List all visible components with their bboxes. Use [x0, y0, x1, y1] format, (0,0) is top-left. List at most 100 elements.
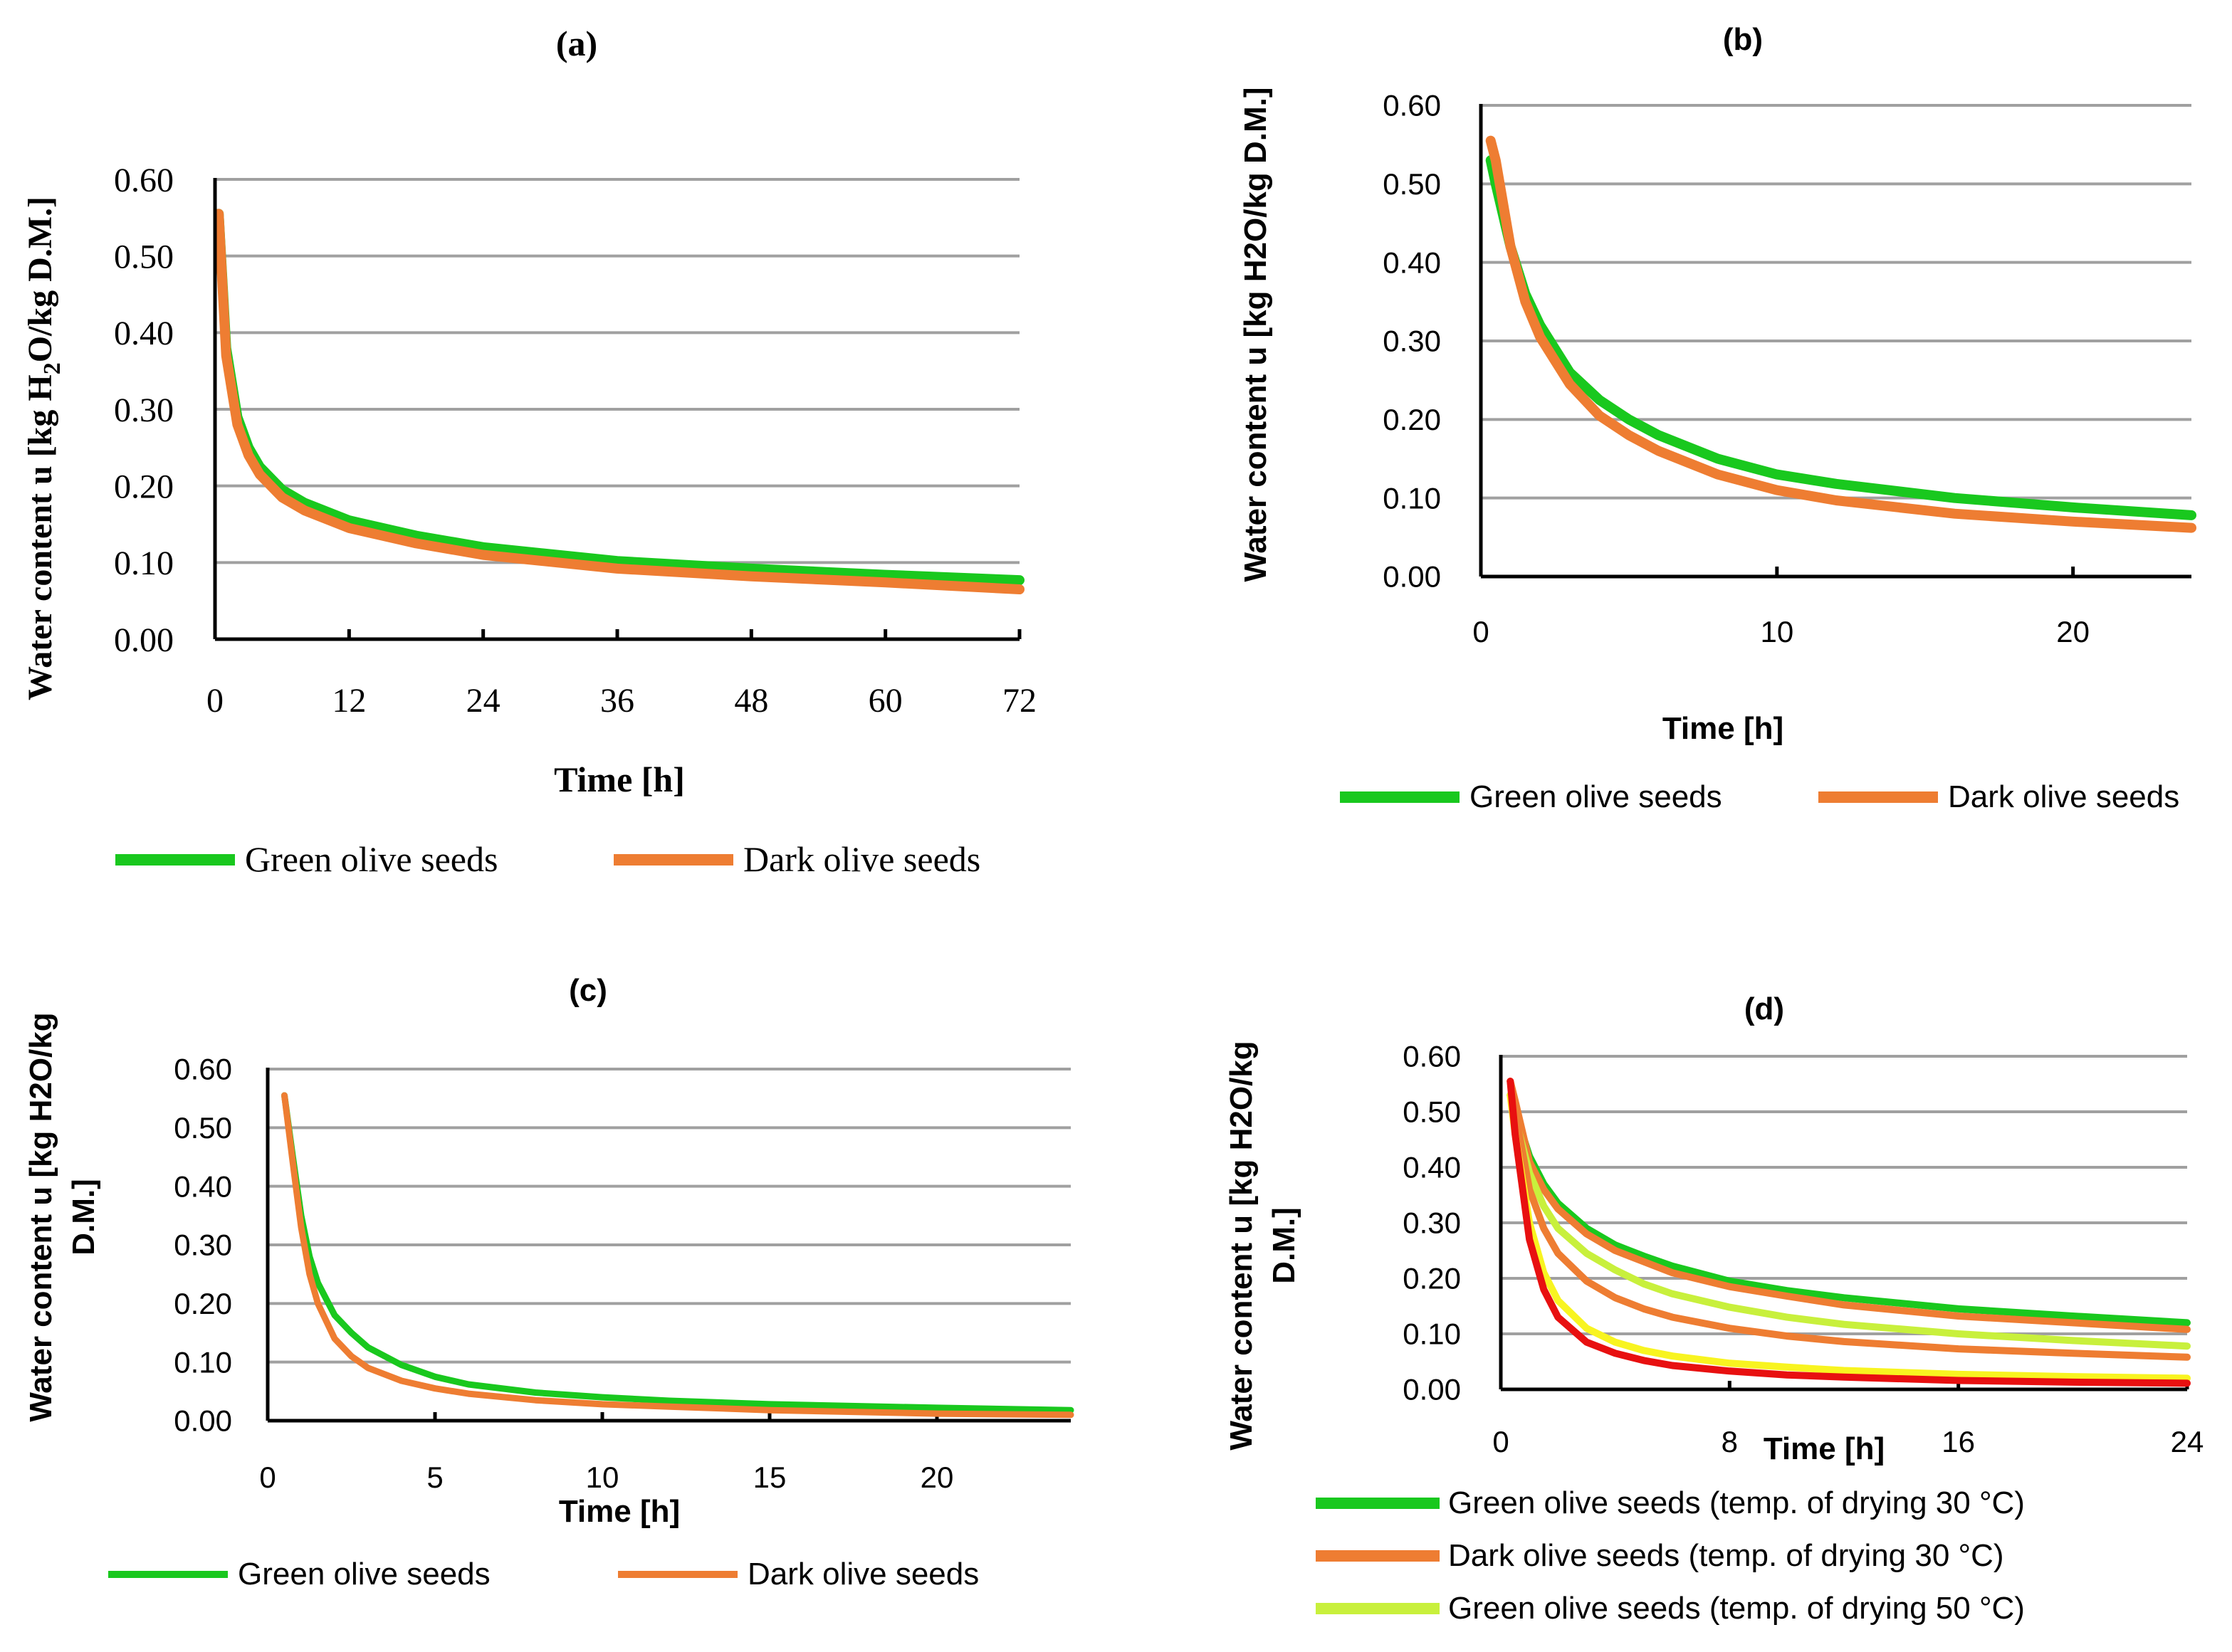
y-tick-label: 0.40 [1403, 1151, 1461, 1184]
panel-d-y-ticks: 0.00 0.10 0.20 0.30 0.40 0.50 0.60 [1403, 1040, 1461, 1406]
panel-a-title: (a) [556, 23, 597, 63]
x-tick-label: 10 [586, 1461, 619, 1494]
legend-label: Dark olive seeds [1948, 779, 2179, 814]
panel-b-legend: Green olive seeds Dark olive seeds [1340, 779, 2179, 814]
panel-b-x-axis-title: Time [h] [1662, 711, 1783, 746]
panel-c: (c) 0.00 0.10 0.20 0.30 0.40 0.50 0.60 0 5 10 15 2… [23, 973, 1074, 1592]
y-tick-label: 0.40 [174, 1169, 232, 1203]
y-tick-label: 0.60 [114, 162, 174, 199]
panel-d-gridlines [1501, 1055, 2187, 1335]
panel-d-x-axis-title: Time [h] [1764, 1431, 1885, 1466]
x-tick-label: 0 [1472, 615, 1489, 648]
y-tick-label: 0.30 [1403, 1206, 1461, 1240]
legend-label: Green olive seeds (temp. of drying 30 °C… [1448, 1485, 2025, 1520]
legend-label: Green olive seeds [245, 839, 498, 879]
x-tick-label: 48 [734, 682, 768, 720]
panel-c-series [281, 1092, 1074, 1419]
panel-c-axes [266, 1068, 1071, 1423]
series-line [1507, 1091, 2191, 1382]
x-tick-label: 5 [426, 1461, 443, 1494]
panel-c-y-axis-title: Water content u [kg H2O/kg D.M.] [23, 1012, 101, 1421]
panel-b-axes [1479, 104, 2191, 579]
panel-b-series [1485, 135, 2196, 533]
panel-b-title: (b) [1723, 22, 1763, 57]
legend-label: Dark olive seeds [743, 839, 980, 879]
x-tick-label: 12 [332, 682, 366, 720]
series-line [1507, 1078, 2191, 1361]
panel-d-axes [1499, 1055, 2187, 1391]
x-tick-label: 8 [1722, 1425, 1738, 1458]
panel-a-gridlines [215, 178, 1020, 564]
series-line [1507, 1091, 2191, 1327]
y-tick-label: 0.30 [1383, 325, 1441, 358]
panel-a-legend: Green olive seeds Dark olive seeds [115, 839, 980, 879]
y-tick-label: 0.20 [174, 1287, 232, 1320]
y-tick-label: 0.10 [114, 544, 174, 582]
panel-a-y-ticks: 0.00 0.10 0.20 0.30 0.40 0.50 0.60 [114, 162, 174, 659]
y-tick-label: 0.50 [174, 1111, 232, 1145]
y-tick-label: 0.10 [174, 1345, 232, 1379]
y-tick-label: 0.00 [174, 1404, 232, 1438]
y-tick-label: 0.00 [114, 621, 174, 659]
panel-b-gridlines [1481, 104, 2191, 500]
panel-d: (d) 0.000.100.200.300.400.500.60 0 8 16 24 … [1224, 991, 2204, 1626]
series-line [1507, 1078, 2191, 1387]
y-tick-label: 0.40 [114, 315, 174, 352]
y-tick-label: 0.00 [1383, 560, 1441, 594]
y-tick-label: 0.10 [1403, 1317, 1461, 1351]
panel-c-gridlines [268, 1068, 1071, 1364]
panel-a-x-ticks: 0 12 24 36 48 60 72 [206, 629, 1037, 720]
x-tick-label: 20 [2056, 615, 2090, 648]
x-tick-label: 15 [753, 1461, 787, 1494]
panel-b-x-ticks: 0 10 20 [1472, 567, 2090, 648]
series-line [1507, 1091, 2191, 1350]
y-tick-label: 0.60 [1383, 89, 1441, 122]
series-line [281, 1092, 1074, 1419]
panel-c-x-axis-title: Time [h] [559, 1494, 680, 1529]
legend-label: Green olive seeds (temp. of drying 50 °C… [1448, 1591, 2025, 1626]
panel-c-x-ticks: 0 5 10 15 20 [259, 1412, 953, 1494]
y-tick-label: 0.20 [114, 468, 174, 505]
panel-a-x-axis-title: Time [h] [554, 759, 685, 799]
panel-b: (b) 0.00 0.10 0.20 0.30 0.40 0.50 0.60 0 10 20 T… [1238, 22, 2196, 814]
y-tick-label: 0.20 [1383, 403, 1441, 436]
panel-d-legend: Green olive seeds (temp. of drying 30 °C… [1316, 1485, 2025, 1626]
panel-b-y-axis-title: Water content u [kg H2O/kg D.M.] [1238, 87, 1273, 582]
series-line [1507, 1078, 2191, 1333]
panel-a-axes [213, 178, 1020, 641]
legend-label: Dark olive seeds (temp. of drying 30 °C) [1448, 1538, 2004, 1573]
panel-b-y-ticks: 0.00 0.10 0.20 0.30 0.40 0.50 0.60 [1383, 89, 1441, 594]
series-line [1485, 155, 2196, 520]
y-tick-label: 0.50 [114, 238, 174, 275]
y-tick-label: 0.10 [1383, 481, 1441, 515]
panel-a: (a) 0.00 0.10 0.20 0.30 0.40 0.50 0.60 0 12 24 36… [21, 23, 1037, 879]
x-tick-label: 16 [1942, 1425, 1975, 1458]
x-tick-label: 36 [600, 682, 634, 720]
legend-label: Dark olive seeds [748, 1557, 979, 1592]
y-tick-label: 0.30 [174, 1229, 232, 1262]
panel-c-legend: Green olive seeds Dark olive seeds [108, 1557, 979, 1592]
panel-d-title: (d) [1744, 991, 1784, 1026]
y-tick-label: 0.20 [1403, 1262, 1461, 1295]
x-tick-label: 20 [921, 1461, 954, 1494]
panel-a-y-axis-title: Water content u [kg H2O/kg D.M.] [21, 196, 66, 700]
panel-c-title: (c) [569, 973, 607, 1008]
x-tick-label: 60 [869, 682, 903, 720]
x-tick-label: 24 [2171, 1425, 2204, 1458]
legend-label: Green olive seeds [238, 1557, 491, 1592]
panel-d-y-axis-title: Water content u [kg H2O/kg D.M.] [1224, 1041, 1301, 1450]
y-tick-label: 0.50 [1383, 167, 1441, 201]
y-tick-label: 0.50 [1403, 1095, 1461, 1129]
x-tick-label: 0 [206, 682, 224, 720]
x-tick-label: 0 [1492, 1425, 1509, 1458]
series-line [214, 209, 1025, 594]
x-tick-label: 0 [259, 1461, 276, 1494]
series-line [1485, 135, 2196, 533]
panel-a-series [214, 209, 1025, 594]
legend-label: Green olive seeds [1469, 779, 1722, 814]
y-tick-label: 0.60 [1403, 1040, 1461, 1073]
y-tick-label: 0.00 [1403, 1373, 1461, 1406]
y-tick-label: 0.60 [174, 1053, 232, 1086]
panel-d-series [1507, 1078, 2191, 1387]
